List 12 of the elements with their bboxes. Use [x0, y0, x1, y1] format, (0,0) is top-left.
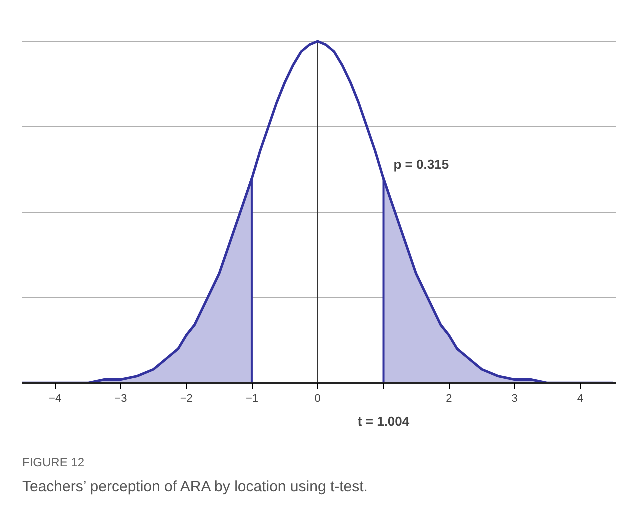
x-tick-label: −4	[49, 393, 62, 406]
annotation: p = 0.315	[394, 157, 450, 172]
x-tick-label: −2	[180, 393, 193, 406]
x-tick-label: 2	[446, 393, 452, 406]
x-tick-label: −1	[246, 393, 258, 406]
x-tick-label: 4	[577, 393, 584, 406]
text: Teachers’ perception of ARA by location using t-test.	[22, 478, 368, 496]
x-tick-label: 0	[314, 393, 321, 406]
x-tick-label: −3	[114, 393, 128, 406]
annotation: t = 1.004	[358, 414, 410, 430]
x-tick-label: 3	[512, 393, 518, 406]
text: FIGURE 12	[22, 456, 85, 470]
